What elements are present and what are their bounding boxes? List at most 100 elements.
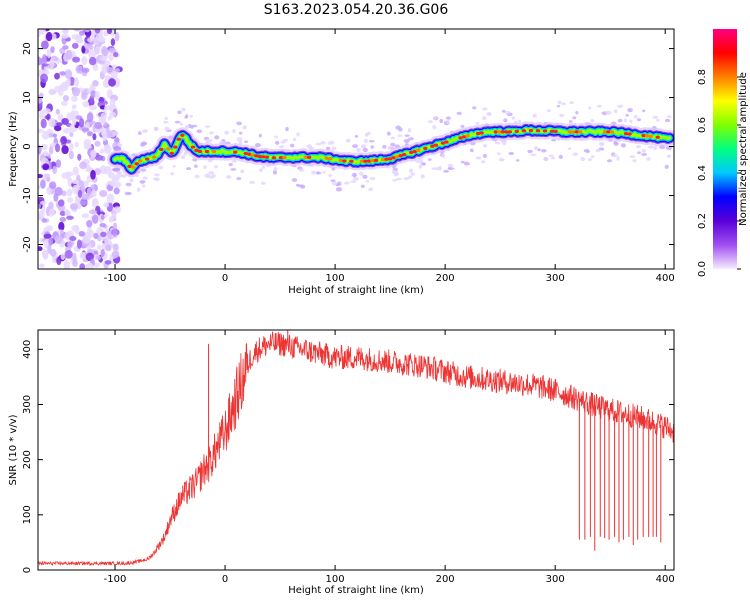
noise-blob: [77, 189, 83, 198]
noise-blob: [57, 199, 65, 207]
halo-blob: [532, 113, 537, 118]
noise-blob: [86, 219, 93, 228]
colorbar-gradient: [713, 29, 737, 269]
noise-blob: [72, 252, 77, 263]
noise-blob: [38, 174, 44, 179]
halo-blob: [362, 147, 368, 153]
x-tick-label: 300: [546, 574, 565, 585]
noise-blob: [99, 190, 108, 198]
noise-blob: [73, 29, 82, 32]
noise-blob: [87, 131, 94, 137]
trace-peak: [366, 159, 372, 163]
noise-blob: [86, 164, 91, 173]
trace-peak: [627, 132, 632, 136]
trace-peak: [303, 155, 308, 159]
trace-peak: [430, 144, 435, 148]
halo-blob: [208, 171, 215, 175]
halo-blob: [170, 171, 175, 176]
noise-blob: [68, 142, 74, 151]
trace-peak: [211, 149, 217, 154]
trace-peak: [250, 153, 255, 157]
noise-blob: [46, 187, 52, 193]
noise-blob: [87, 37, 94, 43]
halo-blob: [236, 121, 243, 126]
noise-blob: [82, 235, 91, 244]
trace-peak: [359, 159, 365, 163]
noise-blob: [40, 143, 48, 151]
trace-peak: [127, 164, 132, 168]
trace-peak: [549, 129, 555, 133]
halo-blob: [666, 154, 671, 159]
halo-blob: [192, 124, 198, 128]
y-tick-label: 20: [22, 42, 33, 55]
halo-blob: [443, 169, 449, 173]
trace-peak: [190, 145, 196, 149]
noise-blob: [65, 171, 74, 177]
halo-blob: [546, 109, 552, 113]
noise-blob: [99, 56, 108, 62]
halo-blob: [273, 166, 278, 172]
noise-blob: [105, 244, 112, 252]
halo-blob: [558, 113, 565, 117]
trace-peak: [391, 156, 396, 160]
halo-blob: [360, 144, 367, 149]
halo-blob: [297, 184, 304, 188]
noise-blob: [88, 230, 95, 238]
halo-blob: [203, 165, 207, 170]
halo-blob: [395, 177, 402, 181]
halo-blob: [475, 121, 480, 125]
halo-blob: [196, 129, 203, 134]
halo-blob: [617, 104, 624, 108]
halo-blob: [291, 178, 298, 182]
noise-blob: [63, 260, 71, 269]
noise-blob: [90, 149, 97, 158]
halo-blob: [558, 154, 563, 159]
noise-blob: [70, 95, 78, 102]
trace-peak: [433, 143, 439, 147]
halo-blob: [254, 142, 261, 148]
halo-blob: [360, 184, 365, 188]
halo-blob: [242, 125, 248, 130]
trace-peak: [338, 158, 344, 163]
noise-blob: [86, 187, 92, 196]
halo-blob: [653, 146, 658, 150]
snr-line: [38, 331, 674, 567]
noise-blob: [38, 128, 44, 133]
halo-blob: [404, 134, 410, 137]
halo-blob: [534, 146, 539, 151]
halo-blob: [641, 148, 647, 153]
colorbar-tick-label: 0.2: [697, 213, 708, 229]
noise-blob: [43, 66, 49, 72]
noise-blob: [50, 46, 55, 54]
y-tick-label: 200: [22, 450, 33, 469]
noise-blob: [71, 115, 77, 126]
halo-blob: [432, 124, 437, 130]
halo-blob: [494, 141, 501, 145]
halo-blob: [605, 110, 612, 115]
halo-blob: [460, 124, 465, 128]
trace-peak: [542, 129, 548, 133]
halo-blob: [403, 177, 410, 181]
halo-blob: [274, 135, 278, 139]
noise-blob: [58, 84, 67, 89]
halo-blob: [240, 169, 245, 174]
x-tick-label: 400: [656, 574, 675, 585]
halo-blob: [392, 179, 397, 182]
halo-blob: [627, 108, 633, 113]
trace-peak: [521, 129, 527, 133]
noise-blob: [61, 29, 69, 35]
trace-peak: [180, 133, 185, 137]
trace-peak: [349, 159, 354, 163]
halo-blob: [511, 116, 516, 120]
trace-peak: [465, 134, 470, 138]
colorbar-tick-label: 0.0: [697, 261, 708, 277]
noise-blob: [39, 263, 45, 268]
noise-blob: [92, 80, 99, 87]
halo-blob: [164, 116, 169, 120]
halo-blob: [129, 178, 134, 183]
y-tick-label: 100: [22, 505, 33, 524]
noise-blob: [97, 35, 106, 43]
trace-peak: [151, 155, 157, 159]
halo-blob: [472, 106, 477, 110]
noise-blob: [83, 180, 89, 187]
